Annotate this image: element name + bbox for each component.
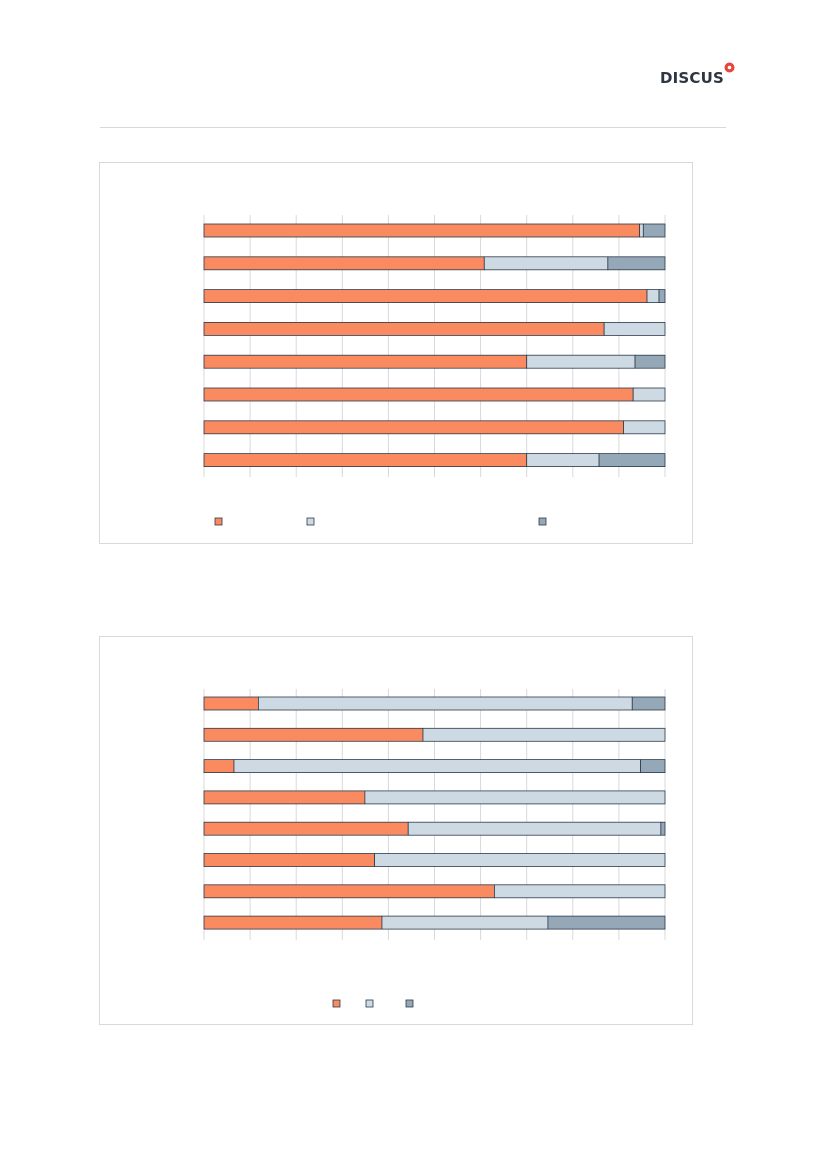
bar-segment xyxy=(422,727,666,742)
bar-segment xyxy=(203,289,648,303)
bar-segment xyxy=(203,727,424,742)
legend-swatch xyxy=(214,517,223,526)
bar-segment xyxy=(598,453,666,468)
bar-segment xyxy=(631,696,666,711)
bar-segment xyxy=(203,884,495,899)
bar-segment xyxy=(494,884,666,899)
bar-segment xyxy=(374,853,666,867)
bar-segment xyxy=(526,453,600,468)
legend-swatch xyxy=(332,999,341,1008)
legend-swatch xyxy=(306,517,315,526)
header-divider xyxy=(100,127,726,128)
chart-panel-2 xyxy=(99,636,693,1025)
bar-segment xyxy=(639,223,644,238)
bar-segment xyxy=(203,420,624,435)
logo-text: DISCUS xyxy=(660,69,725,87)
bar-segment xyxy=(203,790,366,805)
bar-segment xyxy=(203,915,383,930)
legend-swatch xyxy=(538,517,547,526)
bar-segment xyxy=(203,696,259,711)
legend-swatch xyxy=(405,999,414,1008)
bar-segment xyxy=(203,759,235,773)
bar-segment xyxy=(203,256,485,271)
bar-segment xyxy=(646,289,660,303)
bar-segment xyxy=(203,821,409,836)
bar-segment xyxy=(203,354,528,369)
bar-segment xyxy=(203,321,605,336)
bar-segment xyxy=(640,759,666,773)
bar-segment xyxy=(632,387,666,402)
stacked-bar-chart-2 xyxy=(203,689,666,1008)
bar-segment xyxy=(603,321,666,336)
bar-segment xyxy=(634,354,666,369)
bar-segment xyxy=(233,759,641,773)
bar-segment xyxy=(658,289,666,303)
bar-segment xyxy=(381,915,549,930)
chart-panel-1 xyxy=(99,162,693,544)
bar-segment xyxy=(203,223,641,238)
bar-segment xyxy=(483,256,609,271)
bar-segment xyxy=(607,256,666,271)
bar-segment xyxy=(547,915,666,930)
stacked-bar-chart-1 xyxy=(203,215,666,526)
bar-segment xyxy=(257,696,633,711)
bar-segment xyxy=(203,387,634,402)
bar-segment xyxy=(407,821,662,836)
bar-segment xyxy=(203,853,375,867)
bar-segment xyxy=(660,821,666,836)
logo: DISCUS xyxy=(660,62,735,90)
bar-segment xyxy=(203,453,528,468)
bar-segment xyxy=(623,420,666,435)
bar-segment xyxy=(526,354,636,369)
bar-segment xyxy=(642,223,666,238)
logo-mark-icon xyxy=(724,62,735,73)
legend-swatch xyxy=(365,999,374,1008)
bar-segment xyxy=(364,790,666,805)
